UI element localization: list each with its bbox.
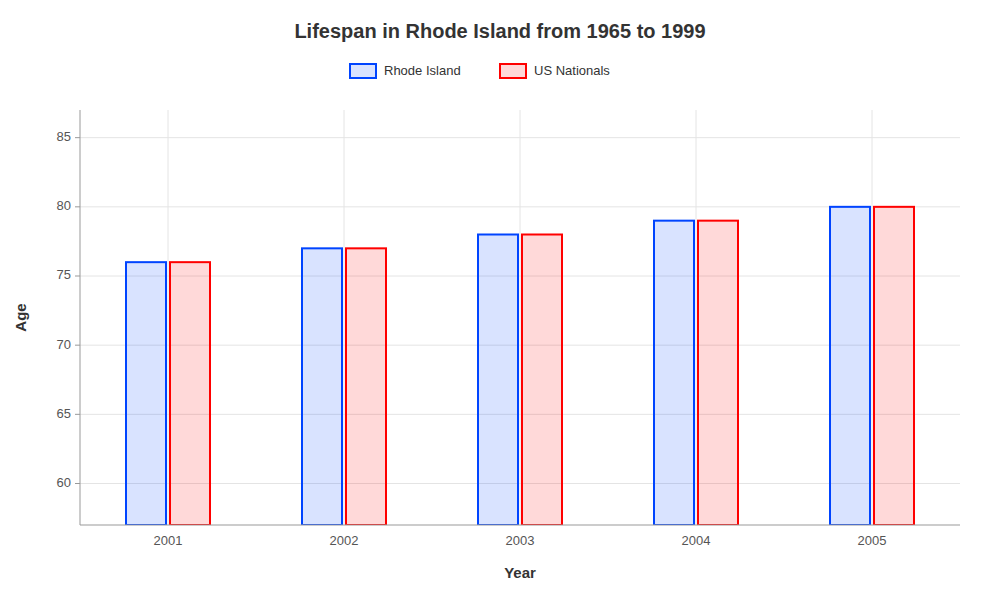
title: Lifespan in Rhode Island from 1965 to 19… xyxy=(294,20,705,42)
y-tick-label: 70 xyxy=(57,337,71,352)
x-tick-label: 2002 xyxy=(330,533,359,548)
y-tick xyxy=(75,345,80,346)
y-tick-label: 75 xyxy=(57,267,71,282)
bar xyxy=(698,221,738,525)
x-tick-label: 2003 xyxy=(506,533,535,548)
chart: 60 65 70 75 80 85 2001 2002 2003 2004 2005 Year Age L… xyxy=(0,0,1000,600)
x-tick-label: 2005 xyxy=(858,533,887,548)
bar xyxy=(126,262,166,525)
bar xyxy=(654,221,694,525)
y-tick xyxy=(75,206,80,207)
legend-swatch xyxy=(500,64,526,78)
y-tick-label: 80 xyxy=(57,198,71,213)
x-axis-label: Year xyxy=(504,564,536,581)
bar xyxy=(830,207,870,525)
bar xyxy=(170,262,210,525)
background xyxy=(0,0,1000,600)
bars xyxy=(126,207,914,525)
x-grid-line xyxy=(344,110,345,525)
bar xyxy=(874,207,914,525)
bar xyxy=(302,248,342,525)
legend-label: Rhode Island xyxy=(384,63,461,78)
x-axis-line xyxy=(80,525,960,526)
x-grid-line xyxy=(872,110,873,525)
legend-swatch xyxy=(350,64,376,78)
y-tick xyxy=(75,414,80,415)
bar xyxy=(522,235,562,526)
x-tick-label: 2004 xyxy=(682,533,711,548)
x-grid-line xyxy=(520,110,521,525)
grid xyxy=(80,110,960,525)
y-tick-label: 85 xyxy=(57,129,71,144)
bar xyxy=(346,248,386,525)
x-grid-line xyxy=(696,110,697,525)
x-grid-line xyxy=(168,110,169,525)
bar xyxy=(478,235,518,526)
y-axis-line xyxy=(80,110,81,525)
y-tick xyxy=(75,483,80,484)
x-tick-label: 2001 xyxy=(154,533,183,548)
chart-container: 60 65 70 75 80 85 2001 2002 2003 2004 2005 Year Age L… xyxy=(0,0,1000,600)
axes: 60 65 70 75 80 85 2001 2002 2003 2004 2005 xyxy=(57,110,960,548)
y-tick xyxy=(75,137,80,138)
legend-label: US Nationals xyxy=(534,63,610,78)
y-tick-label: 65 xyxy=(57,406,71,421)
legend: Rhode Island US Nationals xyxy=(350,63,610,78)
y-tick xyxy=(75,276,80,277)
y-tick-label: 60 xyxy=(57,475,71,490)
y-axis-label: Age xyxy=(12,303,29,331)
